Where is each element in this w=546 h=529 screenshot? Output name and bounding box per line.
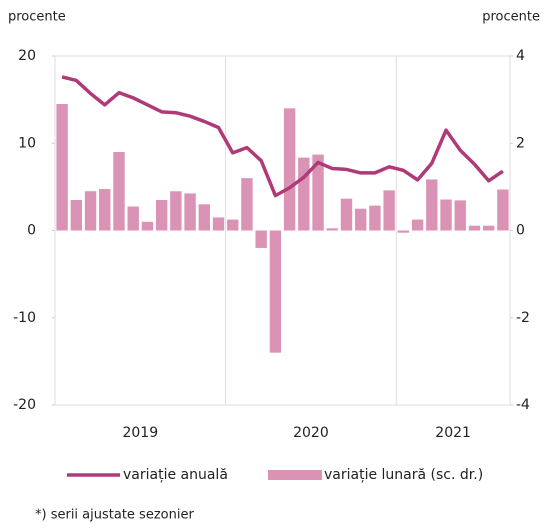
bar bbox=[113, 151, 125, 231]
bar bbox=[99, 189, 111, 231]
bar bbox=[184, 193, 196, 231]
bar bbox=[212, 217, 225, 231]
y2-tick-label: 0 bbox=[516, 223, 525, 239]
bar bbox=[198, 204, 210, 231]
bar bbox=[84, 191, 97, 231]
bar bbox=[411, 219, 424, 231]
bar bbox=[426, 179, 438, 231]
y2-axis-label: procente bbox=[482, 10, 540, 25]
bar bbox=[497, 189, 509, 231]
y2-tick-label: 4 bbox=[516, 48, 525, 64]
bar bbox=[255, 230, 267, 248]
bar bbox=[383, 190, 395, 231]
y2-tick-label: -2 bbox=[516, 310, 530, 326]
bar bbox=[397, 230, 410, 233]
bar bbox=[170, 191, 182, 231]
legend-label: variație lunară (sc. dr.) bbox=[324, 467, 483, 483]
y-tick-label: 20 bbox=[18, 48, 36, 64]
bar bbox=[482, 225, 495, 231]
bar bbox=[269, 230, 282, 353]
y2-tick-label: 2 bbox=[516, 135, 525, 151]
x-group-label: 2019 bbox=[122, 425, 158, 441]
bar bbox=[56, 103, 68, 231]
y-axis-label: procente bbox=[8, 10, 66, 25]
bar bbox=[70, 199, 83, 231]
bar bbox=[340, 198, 353, 231]
bar bbox=[241, 178, 253, 231]
footnote: *) serii ajustate sezonier bbox=[35, 508, 194, 523]
bar bbox=[227, 219, 239, 231]
x-group-label: 2020 bbox=[293, 425, 329, 441]
bar bbox=[468, 225, 481, 231]
x-group-label: 2021 bbox=[435, 425, 471, 441]
bar bbox=[127, 206, 139, 231]
bar bbox=[454, 200, 466, 231]
y-tick-label: -10 bbox=[13, 310, 36, 326]
legend-label: variație anuală bbox=[123, 467, 228, 483]
bar bbox=[312, 154, 324, 231]
bar bbox=[155, 199, 168, 231]
bar bbox=[369, 205, 381, 231]
bar bbox=[355, 208, 367, 231]
bar bbox=[283, 108, 296, 231]
legend-swatch bbox=[268, 470, 322, 480]
y2-tick-label: -4 bbox=[516, 397, 530, 413]
y-tick-label: 10 bbox=[18, 135, 36, 151]
bar bbox=[141, 221, 154, 231]
y-tick-label: 0 bbox=[27, 223, 36, 239]
line bbox=[61, 75, 504, 198]
bar bbox=[298, 157, 310, 231]
bar bbox=[440, 199, 452, 231]
bar bbox=[326, 228, 338, 231]
y-tick-label: -20 bbox=[13, 397, 36, 413]
